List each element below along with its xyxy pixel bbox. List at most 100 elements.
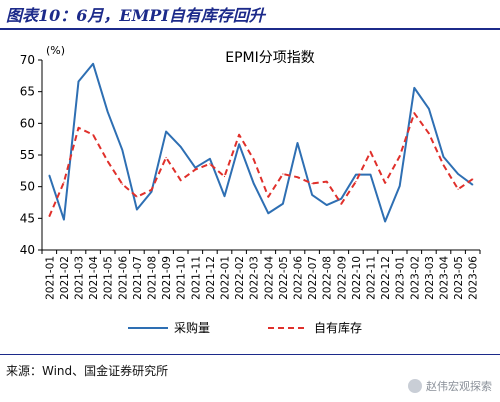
source-note: 来源：Wind、国金证券研究所 bbox=[6, 364, 169, 378]
x-tick-label: 2021-08 bbox=[147, 256, 159, 300]
legend-label-2: 自有库存 bbox=[314, 320, 362, 335]
x-tick-label: 2023-02 bbox=[409, 256, 421, 300]
data-point bbox=[136, 196, 138, 198]
x-tick-label: 2022-08 bbox=[322, 256, 334, 300]
bottom-rule bbox=[0, 354, 500, 355]
data-point bbox=[267, 212, 269, 214]
x-tick-label: 2021-01 bbox=[44, 256, 56, 300]
x-tick-label: 2023-06 bbox=[468, 256, 480, 300]
y-tick-label: 70 bbox=[20, 53, 35, 67]
y-tick-label: 55 bbox=[20, 148, 35, 162]
x-tick-label: 2022-09 bbox=[336, 256, 348, 300]
data-point bbox=[472, 178, 474, 180]
x-tick-label: 2023-01 bbox=[395, 256, 407, 300]
data-point bbox=[180, 179, 182, 181]
data-point bbox=[238, 134, 240, 136]
data-point bbox=[209, 163, 211, 165]
data-point bbox=[326, 181, 328, 183]
x-tick-label: 2021-04 bbox=[88, 256, 100, 300]
data-point bbox=[48, 215, 50, 218]
data-point bbox=[77, 127, 80, 129]
x-tick-label: 2021-11 bbox=[190, 256, 202, 300]
data-point bbox=[311, 194, 313, 196]
data-point bbox=[223, 175, 226, 178]
data-point bbox=[442, 156, 445, 158]
data-point bbox=[369, 174, 372, 176]
data-point bbox=[384, 220, 386, 223]
data-point bbox=[253, 182, 255, 185]
data-point bbox=[92, 63, 94, 65]
watermark: 赵伟宏观探索 bbox=[408, 378, 492, 394]
x-tick-label: 2021-03 bbox=[74, 256, 86, 300]
data-point bbox=[355, 181, 357, 183]
y-tick-label: 60 bbox=[20, 116, 35, 130]
data-point bbox=[369, 151, 372, 153]
x-tick-label: 2023-05 bbox=[453, 256, 465, 300]
data-point bbox=[48, 174, 50, 176]
x-tick-label: 2022-04 bbox=[263, 256, 275, 300]
title-rule bbox=[0, 28, 500, 30]
data-point bbox=[209, 158, 211, 160]
y-tick-label: 40 bbox=[20, 243, 35, 257]
data-point bbox=[150, 191, 153, 193]
data-point bbox=[428, 108, 430, 110]
y-unit-label: (%) bbox=[46, 44, 65, 57]
x-tick-label: 2022-11 bbox=[366, 256, 378, 300]
series-line-1 bbox=[48, 62, 474, 223]
data-point bbox=[107, 111, 109, 113]
data-point bbox=[165, 156, 167, 159]
y-tick-label: 65 bbox=[20, 85, 35, 99]
data-point bbox=[282, 203, 284, 205]
data-point bbox=[267, 196, 269, 198]
x-tick-label: 2022-03 bbox=[249, 256, 261, 300]
data-point bbox=[399, 155, 401, 157]
data-point bbox=[180, 146, 182, 148]
x-tick-label: 2022-12 bbox=[380, 256, 392, 300]
x-tick-label: 2022-10 bbox=[351, 256, 363, 300]
x-tick-label: 2021-10 bbox=[176, 256, 188, 300]
data-point bbox=[355, 174, 357, 176]
data-point bbox=[340, 198, 342, 200]
y-tick-label: 45 bbox=[20, 211, 35, 225]
data-point bbox=[107, 160, 109, 162]
data-point bbox=[121, 149, 123, 151]
data-point bbox=[121, 183, 123, 185]
data-point bbox=[296, 142, 299, 144]
data-point bbox=[457, 188, 459, 190]
data-point bbox=[442, 164, 445, 166]
data-point bbox=[136, 208, 138, 211]
data-point bbox=[63, 219, 65, 221]
x-tick-label: 2023-03 bbox=[424, 256, 436, 300]
data-point bbox=[428, 132, 430, 135]
x-tick-label: 2021-12 bbox=[205, 256, 217, 300]
data-point bbox=[63, 181, 65, 183]
data-point bbox=[92, 134, 94, 136]
series-line-2 bbox=[48, 112, 474, 217]
y-tick-label: 50 bbox=[20, 180, 35, 194]
data-point bbox=[326, 204, 328, 206]
x-tick-label: 2022-05 bbox=[278, 256, 290, 300]
wechat-icon bbox=[408, 379, 422, 393]
x-tick-label: 2022-07 bbox=[307, 256, 319, 300]
x-tick-label: 2021-09 bbox=[161, 256, 173, 300]
data-point bbox=[223, 195, 226, 197]
data-point bbox=[311, 182, 313, 185]
x-tick-label: 2023-04 bbox=[439, 256, 451, 300]
data-point bbox=[413, 112, 415, 114]
x-tick-label: 2021-06 bbox=[117, 256, 129, 300]
data-point bbox=[150, 189, 153, 191]
data-point bbox=[472, 184, 474, 186]
chart-title: EPMI分项指数 bbox=[225, 50, 315, 66]
data-point bbox=[194, 168, 196, 171]
x-tick-label: 2022-02 bbox=[234, 256, 246, 300]
x-tick-label: 2021-02 bbox=[59, 256, 71, 300]
data-point bbox=[194, 167, 196, 169]
watermark-text: 赵伟宏观探索 bbox=[426, 380, 492, 393]
x-tick-label: 2021-05 bbox=[103, 256, 115, 300]
data-point bbox=[165, 130, 167, 133]
data-point bbox=[413, 87, 415, 89]
x-tick-label: 2022-06 bbox=[293, 256, 305, 300]
data-point bbox=[296, 176, 299, 178]
